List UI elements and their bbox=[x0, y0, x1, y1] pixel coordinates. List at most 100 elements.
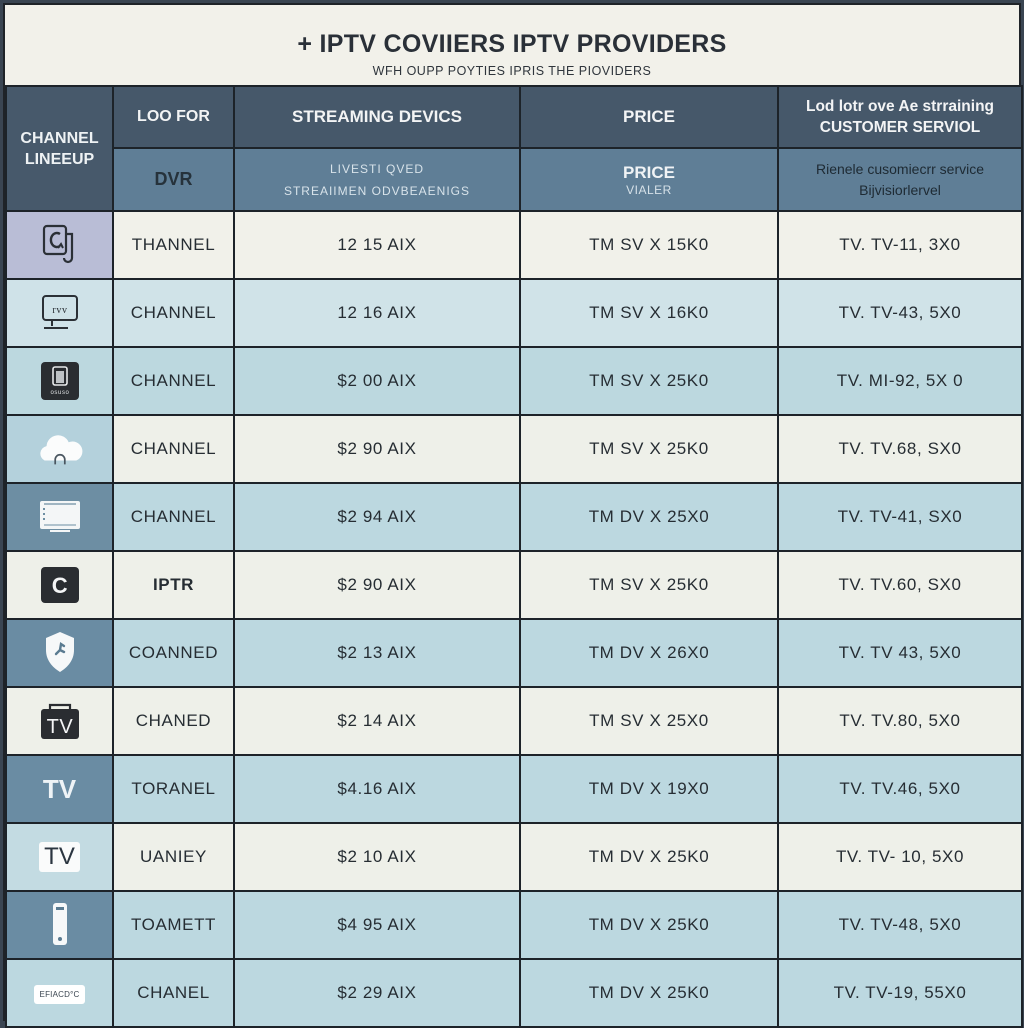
row-service: TV. TV-19, 55X0 bbox=[777, 958, 1023, 1028]
subheader-dvr-label: DVR bbox=[154, 169, 193, 189]
table-row: TV TORANEL $4.16 AIX TM DV X 19X0 TV. TV… bbox=[5, 754, 1023, 824]
row-price: TM DV X 26X0 bbox=[519, 618, 779, 688]
row-price: TM DV X 19X0 bbox=[519, 754, 779, 824]
header-row-2: DVR LIVESTI QVED STREAIIMEN ODVBEAENIGS … bbox=[6, 147, 1023, 212]
row-name: CHANNEL bbox=[112, 482, 235, 552]
subheader-cs-line2: Bijvisiorlervel bbox=[859, 181, 941, 198]
monitor-icon: rvv bbox=[35, 288, 85, 338]
row-name: THANNEL bbox=[112, 210, 235, 280]
row-name: CHANNEL bbox=[112, 278, 235, 348]
row-service: TV. TV-11, 3X0 bbox=[777, 210, 1023, 280]
icon-cell: TV bbox=[5, 686, 114, 756]
row-service: TV. MI-92, 5X 0 bbox=[777, 346, 1023, 416]
row-price: TM DV X 25K0 bbox=[519, 890, 779, 960]
table-row: THANNEL 12 15 AIX TM SV X 15K0 TV. TV-11… bbox=[5, 210, 1023, 280]
row-name: CHANNEL bbox=[112, 414, 235, 484]
row-service: TV. TV- 10, 5X0 bbox=[777, 822, 1023, 892]
header-row-1: CHANNEL LINEEUP LOO FOR STREAMING DEVICS… bbox=[5, 85, 1023, 212]
row-service: TV. TV.80, 5X0 bbox=[777, 686, 1023, 756]
row-price: TM SV X 25K0 bbox=[519, 550, 779, 620]
tv-text-icon: TV bbox=[42, 773, 77, 804]
row-name: CHANED bbox=[112, 686, 235, 756]
table-row: osuso CHANNEL $2 00 AIX TM SV X 25K0 TV.… bbox=[5, 346, 1023, 416]
row-devices: $4.16 AIX bbox=[233, 754, 521, 824]
subheader-price-sub: VIALER bbox=[626, 182, 672, 197]
icon-cell bbox=[5, 414, 114, 484]
row-devices: 12 16 AIX bbox=[233, 278, 521, 348]
subheader-streaming-line1: LIVESTI QVED bbox=[329, 161, 425, 176]
table-row: TOAMETT $4 95 AIX TM DV X 25K0 TV. TV-48… bbox=[5, 890, 1023, 960]
header-customer-service-line1: Lod lotr ove Ae strraining bbox=[805, 98, 995, 115]
row-price: TM SV X 25X0 bbox=[519, 686, 779, 756]
header-channel-lineup-line2: LINEEUP bbox=[24, 150, 95, 168]
icon-cell: rvv bbox=[5, 278, 114, 348]
header-customer-service: Lod lotr ove Ae strraining CUSTOMER SERV… bbox=[777, 85, 1023, 149]
icon-cell bbox=[5, 618, 114, 688]
row-devices: $2 00 AIX bbox=[233, 346, 521, 416]
row-service: TV. TV.68, SX0 bbox=[777, 414, 1023, 484]
row-devices: $2 14 AIX bbox=[233, 686, 521, 756]
table-row: CHANNEL $2 90 AIX TM SV X 25K0 TV. TV.68… bbox=[5, 414, 1023, 484]
row-name: COANNED bbox=[112, 618, 235, 688]
row-service: TV. TV-41, SX0 bbox=[777, 482, 1023, 552]
subheader-dvr: DVR bbox=[112, 147, 235, 212]
row-devices: $2 13 AIX bbox=[233, 618, 521, 688]
row-service: TV. TV.46, 5X0 bbox=[777, 754, 1023, 824]
row-price: TM DV X 25K0 bbox=[519, 958, 779, 1028]
row-service: TV. TV-43, 5X0 bbox=[777, 278, 1023, 348]
row-devices: $2 29 AIX bbox=[233, 958, 521, 1028]
svg-text:rvv: rvv bbox=[52, 305, 67, 316]
subheader-cs-line1: Rienele cusomiecrr service bbox=[815, 160, 985, 177]
row-price: TM DV X 25X0 bbox=[519, 482, 779, 552]
icon-cell bbox=[5, 890, 114, 960]
table-row: COANNED $2 13 AIX TM DV X 26X0 TV. TV 43… bbox=[5, 618, 1023, 688]
table-row: EFIACD°C CHANEL $2 29 AIX TM DV X 25K0 T… bbox=[5, 958, 1023, 1028]
table-row: TV CHANED $2 14 AIX TM SV X 25X0 TV. TV.… bbox=[5, 686, 1023, 756]
table-row: rvv CHANNEL 12 16 AIX TM SV X 16K0 TV. T… bbox=[5, 278, 1023, 348]
page-title: + IPTV COVIIERS IPTV PROVIDERS bbox=[297, 30, 727, 58]
icon-cell: EFIACD°C bbox=[5, 958, 114, 1028]
row-service: TV. TV.60, SX0 bbox=[777, 550, 1023, 620]
row-devices: $2 90 AIX bbox=[233, 550, 521, 620]
row-name: IPTR bbox=[112, 550, 235, 620]
header-price: PRICE bbox=[519, 85, 779, 149]
row-name: CHANEL bbox=[112, 958, 235, 1028]
row-price: TM SV X 16K0 bbox=[519, 278, 779, 348]
shield-icon bbox=[35, 627, 85, 677]
row-price: TM SV X 15K0 bbox=[519, 210, 779, 280]
cloud-icon bbox=[35, 424, 85, 474]
icon-cell: C bbox=[5, 550, 114, 620]
document-search-icon bbox=[35, 219, 85, 269]
icon-cell bbox=[5, 210, 114, 280]
row-service: TV. TV 43, 5X0 bbox=[777, 618, 1023, 688]
row-name: TOAMETT bbox=[112, 890, 235, 960]
svg-text:C: C bbox=[51, 573, 68, 598]
remote-icon bbox=[35, 899, 85, 949]
row-service: TV. TV-48, 5X0 bbox=[777, 890, 1023, 960]
table-row: TV UANIEY $2 10 AIX TM DV X 25K0 TV. TV-… bbox=[5, 822, 1023, 892]
subheader-customer-service: Rienele cusomiecrr service Bijvisiorlerv… bbox=[777, 147, 1023, 212]
table-row: CHANNEL $2 94 AIX TM DV X 25X0 TV. TV-41… bbox=[5, 482, 1023, 552]
device-box-icon: osuso bbox=[35, 356, 85, 406]
c-logo-icon: C bbox=[35, 560, 85, 610]
row-price: TM SV X 25K0 bbox=[519, 414, 779, 484]
row-devices: 12 15 AIX bbox=[233, 210, 521, 280]
subheader-streaming-line2: STREAIIMEN ODVBEAENIGS bbox=[283, 183, 471, 198]
row-devices: $2 94 AIX bbox=[233, 482, 521, 552]
tv-bag-icon: TV bbox=[35, 696, 85, 746]
svg-text:TV: TV bbox=[46, 716, 73, 738]
label-tag-icon: EFIACD°C bbox=[33, 985, 86, 1004]
row-price: TM DV X 25K0 bbox=[519, 822, 779, 892]
page-subtitle: WFH OUPP POYTIES IPRIS THE PIOVIDERS bbox=[372, 64, 652, 78]
icon-cell: TV bbox=[5, 822, 114, 892]
row-devices: $4 95 AIX bbox=[233, 890, 521, 960]
header-channel-lineup-line1: CHANNEL bbox=[20, 129, 99, 147]
row-devices: $2 90 AIX bbox=[233, 414, 521, 484]
icon-cell: TV bbox=[5, 754, 114, 824]
header-customer-service-line2: CUSTOMER SERVIOL bbox=[819, 119, 981, 136]
providers-table: CHANNEL LINEEUP LOO FOR STREAMING DEVICS… bbox=[5, 85, 1023, 1028]
row-name: UANIEY bbox=[112, 822, 235, 892]
title-area: + IPTV COVIIERS IPTV PROVIDERS WFH OUPP … bbox=[5, 5, 1019, 85]
row-price: TM SV X 25K0 bbox=[519, 346, 779, 416]
svg-text:osuso: osuso bbox=[50, 390, 69, 396]
